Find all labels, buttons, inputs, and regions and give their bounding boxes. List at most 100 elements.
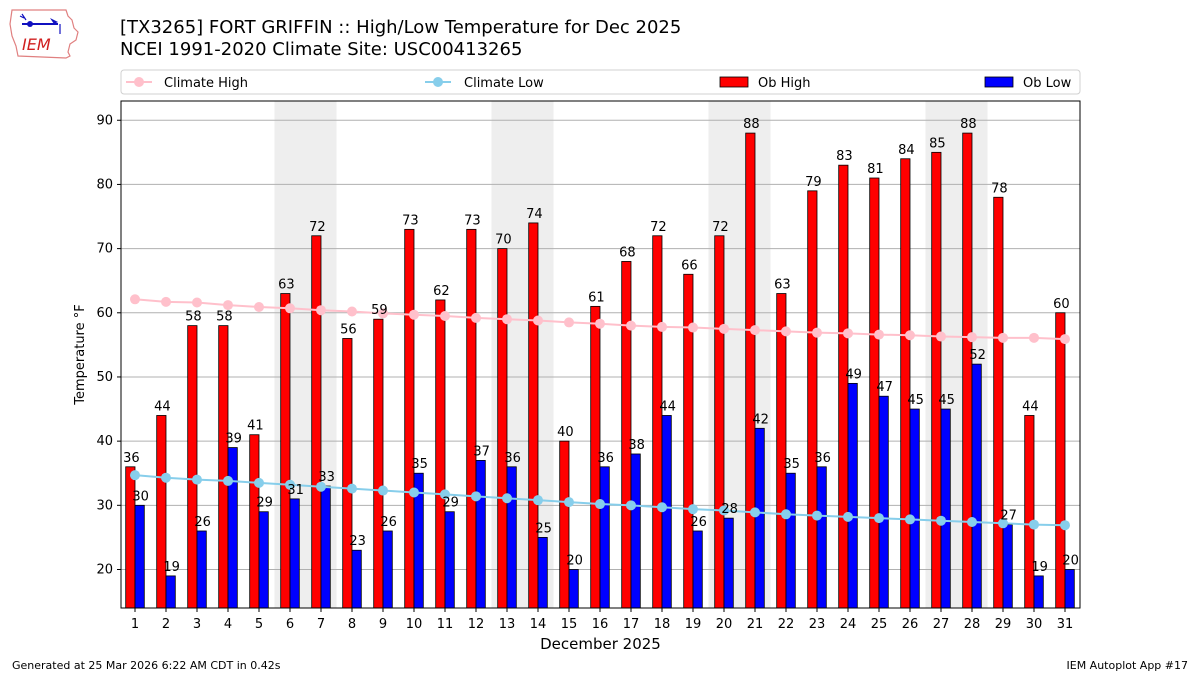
- ob-low-label: 19: [1031, 560, 1048, 575]
- climate-low-point: [595, 499, 605, 510]
- climate-high-point: [440, 310, 450, 321]
- ob-high-label: 41: [247, 419, 264, 434]
- climate-low-point: [905, 514, 915, 525]
- ob-low-bar: [630, 453, 641, 609]
- ob-low-bar: [723, 517, 734, 609]
- climate-low-point: [254, 477, 264, 488]
- climate-high-point: [254, 302, 264, 313]
- ob-low-bar: [134, 504, 145, 609]
- x-tick-label: 3: [193, 617, 201, 632]
- ob-low-bar: [940, 408, 951, 609]
- ob-low-label: 31: [287, 483, 304, 498]
- ob-high-label: 44: [1022, 399, 1039, 414]
- ob-high-label: 61: [588, 290, 605, 305]
- climate-high-point: [316, 305, 326, 316]
- ob-high-bar: [652, 235, 663, 609]
- ob-high-label: 81: [867, 162, 884, 177]
- ob-high-bar: [962, 132, 973, 609]
- x-tick-label: 30: [1026, 617, 1043, 632]
- ob-low-label: 52: [969, 348, 986, 363]
- climate-high-point: [1029, 332, 1039, 343]
- ob-low-label: 49: [845, 367, 862, 382]
- climate-low-point: [843, 511, 853, 522]
- climate-low-point: [316, 481, 326, 492]
- ob-low-bar: [878, 395, 889, 609]
- ob-low-label: 39: [225, 432, 242, 447]
- climate-low-point: [719, 505, 729, 516]
- climate-high-point: [471, 312, 481, 323]
- ob-low-label: 45: [938, 393, 955, 408]
- ob-low-label: 47: [876, 380, 893, 395]
- ob-high-bar: [621, 261, 632, 609]
- climate-high-point: [378, 308, 388, 319]
- ob-high-label: 56: [340, 322, 357, 337]
- ob-low-label: 23: [349, 534, 366, 549]
- x-tick-label: 22: [778, 617, 795, 632]
- ob-low-label: 20: [566, 553, 583, 568]
- ob-low-bar: [196, 530, 207, 609]
- y-tick-label: 20: [96, 562, 113, 577]
- ob-low-label: 45: [907, 393, 924, 408]
- ob-low-label: 20: [1062, 553, 1079, 568]
- ob-low-label: 35: [411, 457, 428, 472]
- ob-low-bar: [754, 427, 765, 609]
- app-credit: IEM Autoplot App #17: [1066, 659, 1189, 672]
- ob-high-label: 88: [960, 117, 977, 132]
- x-tick-label: 25: [871, 617, 888, 632]
- x-tick-label: 12: [468, 617, 485, 632]
- x-tick-label: 24: [840, 617, 857, 632]
- ob-high-label: 63: [278, 278, 295, 293]
- ob-high-bar: [838, 164, 849, 609]
- climate-high-point: [564, 317, 574, 328]
- legend-ob-low-swatch: [984, 76, 1014, 88]
- ob-low-label: 30: [132, 489, 149, 504]
- x-tick-label: 2: [162, 617, 170, 632]
- x-tick-label: 9: [379, 617, 387, 632]
- ob-low-bar: [227, 447, 238, 609]
- ob-low-label: 36: [504, 451, 521, 466]
- ob-low-label: 38: [628, 438, 645, 453]
- climate-low-point: [471, 491, 481, 502]
- climate-low-point: [564, 497, 574, 508]
- ob-high-bar: [497, 248, 508, 609]
- x-tick-label: 5: [255, 617, 263, 632]
- x-tick-label: 28: [964, 617, 981, 632]
- climate-low-point: [347, 483, 357, 494]
- y-axis-label: Temperature °F: [73, 304, 88, 405]
- climate-high-point: [192, 297, 202, 308]
- ob-high-label: 36: [123, 451, 140, 466]
- ob-high-bar: [249, 434, 260, 609]
- climate-high-point: [130, 294, 140, 305]
- climate-high-point: [409, 309, 419, 320]
- climate-low-point: [130, 470, 140, 481]
- x-axis-label: December 2025: [540, 635, 661, 653]
- ob-high-bar: [900, 158, 911, 609]
- ob-high-label: 72: [309, 220, 326, 235]
- ob-low-label: 26: [380, 515, 397, 530]
- ob-low-label: 25: [535, 521, 552, 536]
- climate-low-point: [812, 510, 822, 521]
- legend-ob-high-label: Ob High: [758, 76, 811, 91]
- ob-high-label: 63: [774, 278, 791, 293]
- x-tick-label: 27: [933, 617, 950, 632]
- x-tick-label: 10: [406, 617, 423, 632]
- logo-text: IEM: [22, 35, 51, 54]
- ob-low-label: 33: [318, 470, 335, 485]
- ob-high-bar: [993, 196, 1004, 609]
- climate-high-point: [347, 306, 357, 317]
- climate-low-point: [409, 487, 419, 498]
- climate-low-point: [781, 509, 791, 520]
- x-tick-label: 1: [131, 617, 139, 632]
- x-tick-label: 21: [747, 617, 764, 632]
- climate-low-point: [285, 479, 295, 490]
- ob-high-label: 83: [836, 149, 853, 164]
- ob-low-bar: [475, 459, 486, 609]
- climate-low-point: [533, 495, 543, 506]
- x-tick-label: 16: [592, 617, 609, 632]
- x-tick-label: 18: [654, 617, 671, 632]
- ob-high-label: 59: [371, 303, 388, 318]
- ob-low-label: 29: [442, 496, 459, 511]
- climate-low-point: [223, 475, 233, 486]
- climate-high-point: [967, 332, 977, 343]
- y-tick-label: 90: [96, 113, 113, 128]
